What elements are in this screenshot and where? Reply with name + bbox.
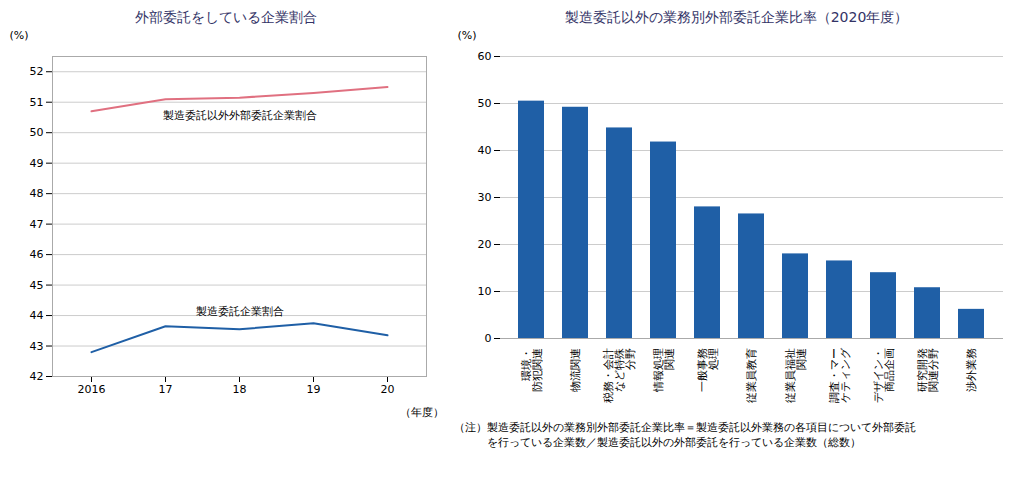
svg-text:19: 19 <box>307 383 321 396</box>
svg-text:49: 49 <box>30 157 44 170</box>
svg-text:2016: 2016 <box>78 383 106 396</box>
svg-text:46: 46 <box>30 248 44 261</box>
html-text:製造委託以外の業務別外部委託企業比率（2020年度）: 製造委託以外の業務別外部委託企業比率（2020年度） <box>564 9 909 25</box>
svg-text:一般事務処理: 一般事務処理 <box>696 348 720 392</box>
svg-text:10: 10 <box>478 285 492 298</box>
svg-text:製造委託以外外部委託企業割合: 製造委託以外外部委託企業割合 <box>163 109 317 122</box>
svg-text:従業員教育: 従業員教育 <box>745 348 758 403</box>
svg-text:調査・マーケティング: 調査・マーケティング <box>828 347 852 403</box>
svg-text:50: 50 <box>478 97 492 110</box>
svg-text:30: 30 <box>478 191 492 204</box>
svg-text:税務・会計など特殊分野: 税務・会計など特殊分野 <box>602 348 637 403</box>
html-text:（注）製造委託以外の業務別外部委託企業比率＝製造委託以外業務: （注）製造委託以外の業務別外部委託企業比率＝製造委託以外業務の各項目について外部… <box>454 421 916 449</box>
svg-text:渉外業務: 渉外業務 <box>965 348 978 392</box>
svg-text:従業員福祉関連: 従業員福祉関連 <box>784 348 808 403</box>
svg-text:51: 51 <box>30 96 44 109</box>
svg-text:製造委託企業割合: 製造委託企業割合 <box>196 305 284 318</box>
svg-text:物流関連: 物流関連 <box>569 348 582 392</box>
svg-text:0: 0 <box>485 332 492 345</box>
svg-text:50: 50 <box>30 126 44 139</box>
svg-text:40: 40 <box>478 144 492 157</box>
svg-text:43: 43 <box>30 340 44 353</box>
svg-text:（年度）: （年度） <box>400 406 444 419</box>
svg-text:(%): (%) <box>10 29 29 42</box>
svg-text:研究開発関連分野: 研究開発関連分野 <box>916 348 940 392</box>
svg-text:52: 52 <box>30 65 44 78</box>
svg-text:18: 18 <box>233 383 247 396</box>
svg-text:47: 47 <box>30 218 44 231</box>
svg-text:42: 42 <box>30 370 44 383</box>
svg-text:44: 44 <box>30 309 44 322</box>
svg-text:(%): (%) <box>458 29 477 42</box>
svg-text:60: 60 <box>478 50 492 63</box>
svg-text:デザイン・商品企画: デザイン・商品企画 <box>872 348 896 403</box>
svg-text:45: 45 <box>30 279 44 292</box>
svg-text:20: 20 <box>478 238 492 251</box>
svg-text:48: 48 <box>30 187 44 200</box>
svg-text:20: 20 <box>381 383 395 396</box>
svg-text:情報処理関連: 情報処理関連 <box>652 348 676 393</box>
html-text:外部委託をしている企業割合: 外部委託をしている企業割合 <box>135 9 317 25</box>
svg-text:環境・防犯関連: 環境・防犯関連 <box>520 348 544 392</box>
svg-text:17: 17 <box>159 383 173 396</box>
